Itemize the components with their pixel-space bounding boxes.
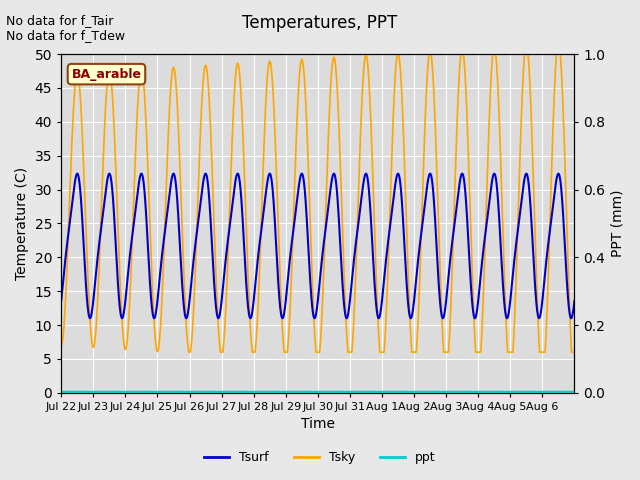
Tsurf <box>540 282 548 288</box>
Tsky <box>188 340 195 346</box>
Text: Temperatures, PPT: Temperatures, PPT <box>243 14 397 33</box>
ppt <box>543 389 550 395</box>
X-axis label: Time: Time <box>301 418 335 432</box>
Tsky <box>394 51 401 57</box>
Tsurf <box>244 302 252 308</box>
ppt <box>244 389 252 395</box>
Tsurf <box>58 298 65 304</box>
ppt <box>58 389 65 395</box>
ppt <box>224 389 232 395</box>
Tsurf <box>471 315 479 321</box>
ppt <box>540 389 547 395</box>
Tsky <box>244 269 252 275</box>
Tsky <box>185 349 193 355</box>
Tsurf <box>188 278 195 284</box>
Tsky <box>328 69 335 75</box>
Tsurf <box>543 253 550 259</box>
Line: Tsky: Tsky <box>61 54 575 352</box>
Tsurf <box>571 298 579 304</box>
Tsurf <box>106 171 113 177</box>
Tsky <box>224 257 232 263</box>
Text: No data for f_Tair
No data for f_Tdew: No data for f_Tair No data for f_Tdew <box>6 14 125 42</box>
Tsurf <box>224 238 232 244</box>
Tsky <box>571 349 579 355</box>
Tsky <box>58 343 65 348</box>
ppt <box>188 389 195 395</box>
ppt <box>328 389 335 395</box>
Legend: Tsurf, Tsky, ppt: Tsurf, Tsky, ppt <box>199 446 441 469</box>
Tsurf <box>328 179 335 184</box>
ppt <box>571 389 579 395</box>
Tsky <box>543 312 550 318</box>
Y-axis label: PPT (mm): PPT (mm) <box>611 190 625 257</box>
Tsky <box>540 349 548 355</box>
Y-axis label: Temperature (C): Temperature (C) <box>15 167 29 280</box>
Text: BA_arable: BA_arable <box>72 68 141 81</box>
Line: Tsurf: Tsurf <box>61 174 575 318</box>
